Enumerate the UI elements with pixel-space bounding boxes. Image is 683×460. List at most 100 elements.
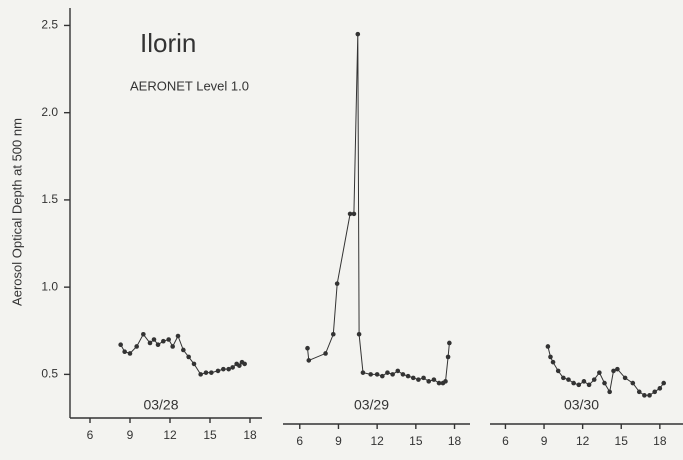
x-tick-label: 6 [296,434,303,448]
x-tick-label: 12 [370,434,384,448]
x-tick-label: 18 [448,434,462,448]
data-point [230,365,235,370]
data-point [161,338,166,344]
data-point [175,333,181,339]
data-point [602,380,607,386]
data-point [581,379,587,384]
data-point [356,331,362,337]
data-point [597,370,602,375]
panel-label: 03/30 [564,397,599,413]
data-point [571,380,576,386]
data-point [122,349,127,355]
y-tick-label: 0.5 [41,367,58,381]
x-tick-label: 12 [576,434,590,448]
data-point [426,379,432,384]
panel-label: 03/28 [143,397,178,413]
x-tick-label: 18 [653,434,667,448]
data-point [306,358,312,363]
data-point [445,354,451,360]
x-tick-label: 15 [409,434,423,448]
y-tick-label: 1.0 [41,279,58,293]
x-tick-label: 9 [127,428,134,442]
data-point [661,380,666,386]
data-point [237,363,242,368]
data-point [347,211,353,217]
data-point [226,366,231,372]
data-point [118,342,123,348]
data-point [209,370,214,375]
data-point [141,331,146,337]
data-point [191,361,197,367]
data-point [607,389,612,395]
data-point [421,375,426,381]
data-point [647,393,652,398]
data-point [198,372,203,377]
data-point [360,370,366,375]
data-point [615,366,620,372]
data-point [405,373,411,379]
data-point [134,344,139,349]
data-point [630,380,636,386]
data-point [550,359,556,365]
chart-title: Ilorin [140,28,196,58]
x-tick-label: 15 [203,428,217,442]
panel-label: 03/29 [354,397,389,413]
data-point [221,366,226,372]
data-point [443,379,448,384]
data-point [400,372,406,377]
data-line [307,34,450,384]
data-point [548,354,553,360]
data-point [242,361,247,367]
x-tick-label: 6 [87,428,94,442]
data-point [330,331,336,337]
data-point [203,370,209,375]
data-point [436,380,442,386]
y-axis-label: Aerosol Optical Depth at 500 nm [9,118,24,306]
data-point [166,337,171,342]
data-point [186,354,191,360]
chart-subtitle: AERONET Level 1.0 [130,78,249,93]
data-point [652,389,657,395]
data-point [334,281,340,286]
data-point [657,386,663,391]
x-tick-label: 9 [541,434,548,448]
data-point [374,372,380,377]
x-tick-label: 15 [615,434,629,448]
y-tick-label: 2.0 [41,105,58,119]
y-tick-label: 1.5 [41,192,58,206]
data-point [355,31,361,37]
data-point [385,370,390,375]
y-tick-label: 2.5 [41,18,58,32]
data-point [622,375,628,381]
data-point [410,375,416,381]
data-point [151,337,157,342]
x-tick-label: 9 [335,434,342,448]
data-point [305,345,310,351]
data-point [642,393,647,398]
data-point [380,373,385,379]
data-point [636,389,642,395]
data-point [147,340,153,346]
data-point [323,351,328,356]
x-tick-label: 12 [163,428,177,442]
data-point [215,368,221,374]
data-point [555,368,561,374]
data-point [611,368,616,374]
data-line [120,333,245,375]
data-point [545,344,551,349]
data-point [170,344,175,349]
data-point [155,342,161,348]
data-point [591,377,597,382]
data-line [547,346,665,396]
data-point [390,372,395,377]
x-tick-label: 18 [243,428,257,442]
data-point [561,375,566,381]
data-point [181,347,186,353]
data-point [576,382,582,388]
data-point [566,377,571,382]
data-point [368,372,373,377]
data-point [127,351,133,356]
x-tick-label: 6 [502,434,509,448]
